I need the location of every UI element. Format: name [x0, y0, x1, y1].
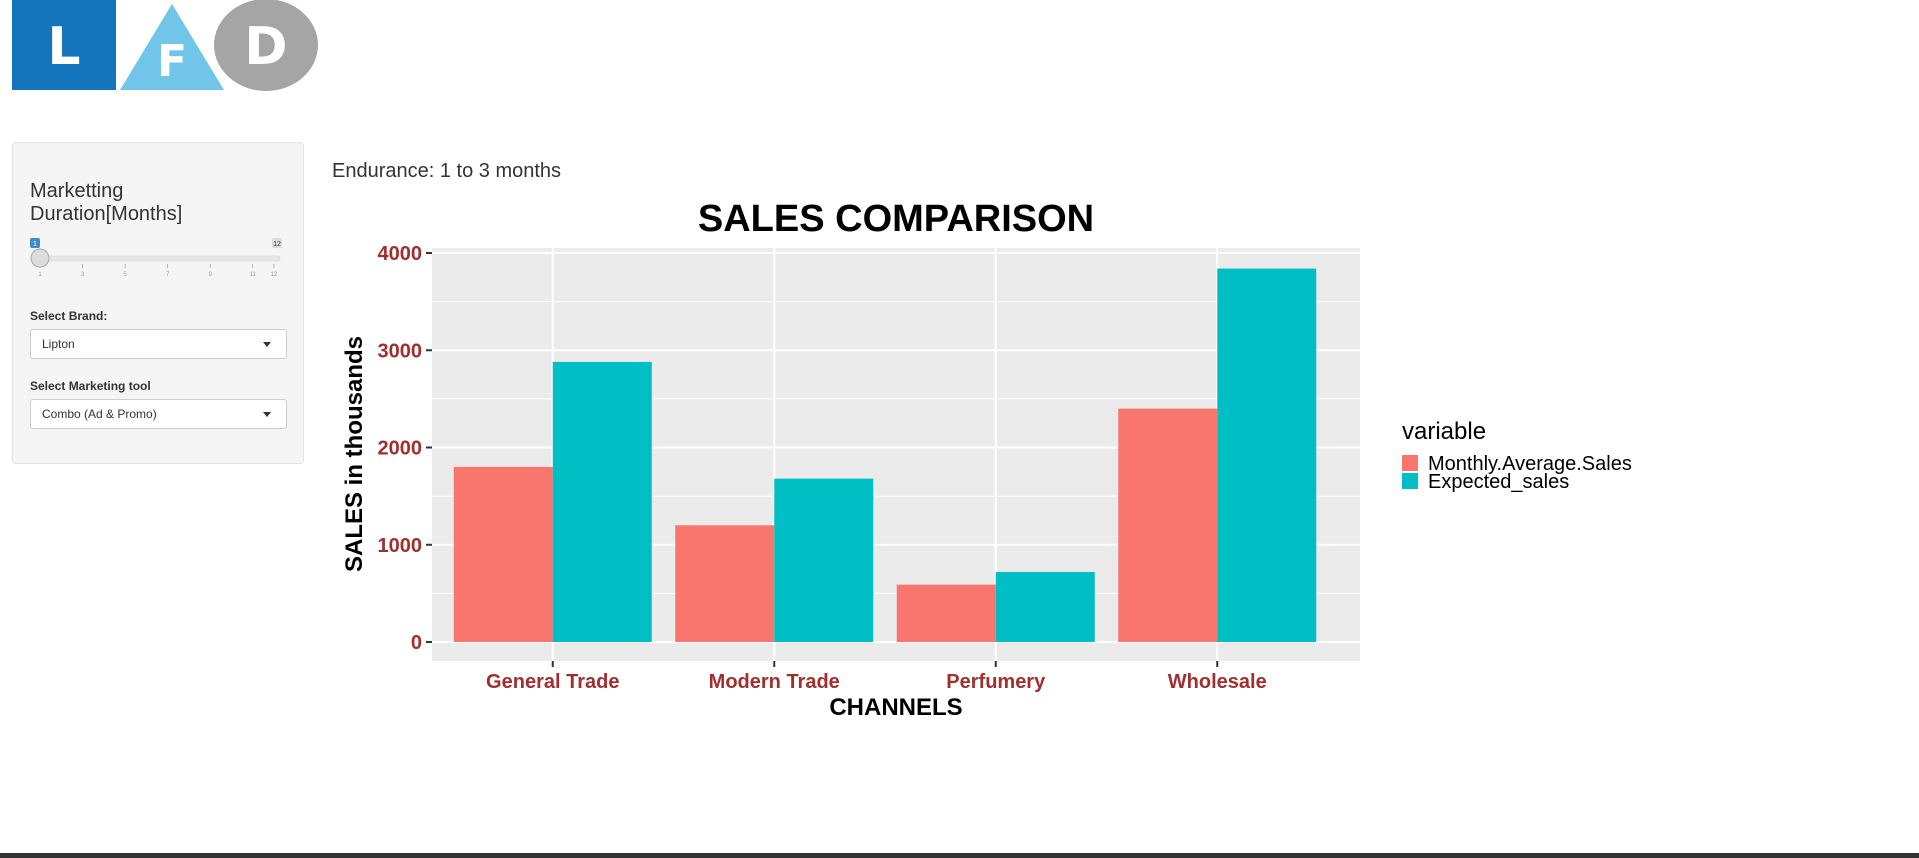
y-tick-label: 0 — [411, 632, 422, 654]
logo-d-circle — [214, 0, 318, 91]
slider-value-label: 1 — [33, 241, 37, 248]
x-tick-label: General Trade — [486, 671, 619, 693]
legend-swatch — [1402, 473, 1418, 489]
duration-slider[interactable]: 1 12 1 3 5 7 9 11 12 — [30, 238, 282, 288]
brand-select-value: Lipton — [42, 337, 75, 351]
slider-max-label: 12 — [273, 241, 281, 248]
slider-tick-label: 9 — [209, 272, 213, 278]
legend-swatch — [1402, 455, 1418, 471]
chart-title: SALES COMPARISON — [698, 198, 1094, 240]
marketing-tool-select-value: Combo (Ad & Promo) — [42, 407, 157, 421]
sidebar-panel: Marketting Duration[Months] 1 12 1 3 5 7 9 11… — [12, 142, 304, 464]
slider-tick-label: 12 — [271, 272, 278, 278]
bar-expected-sales-perfumery — [995, 571, 1095, 642]
slider-tick-label: 7 — [166, 272, 170, 278]
logo-f-triangle — [120, 4, 224, 90]
bar-monthly-average-sales-modern-trade — [675, 525, 775, 642]
bar-monthly-average-sales-perfumery — [896, 584, 996, 642]
bar-expected-sales-general-trade — [552, 361, 652, 642]
slider-max-badge — [272, 238, 282, 248]
brand-select[interactable]: Lipton — [30, 329, 287, 359]
logo-letter-l: L — [47, 17, 80, 77]
x-axis-title: CHANNELS — [829, 694, 962, 721]
sales-comparison-chart: SALES COMPARISON 0 1000 2000 3000 4000 Gener… — [341, 198, 1632, 721]
brand-select-label: Select Brand: — [30, 309, 108, 323]
logo-letter-f: F — [157, 36, 187, 87]
chevron-down-icon — [263, 342, 271, 347]
y-tick-label: 1000 — [378, 535, 423, 557]
marketing-tool-select-label: Select Marketing tool — [30, 379, 151, 393]
legend-label: Monthly.Average.Sales — [1428, 453, 1632, 475]
bar-expected-sales-wholesale — [1217, 268, 1317, 642]
y-axis-title: SALES in thousands — [341, 336, 368, 572]
bar-expected-sales-modern-trade — [774, 478, 874, 642]
slider-tick-label: 1 — [38, 272, 42, 278]
slider-track — [33, 255, 281, 262]
legend-title: variable — [1402, 418, 1486, 445]
slider-tick-label: 5 — [123, 272, 127, 278]
y-tick-label: 3000 — [378, 340, 423, 362]
marketing-tool-select[interactable]: Combo (Ad & Promo) — [30, 399, 287, 429]
bar-monthly-average-sales-general-trade — [453, 466, 553, 642]
legend-label: Expected_sales — [1428, 471, 1569, 493]
lfd-logo: L F D — [12, 0, 318, 91]
slider-min-badge — [30, 238, 40, 248]
logo-l-square — [12, 0, 116, 90]
endurance-text: Endurance: 1 to 3 months — [332, 160, 562, 182]
x-tick-label: Wholesale — [1168, 671, 1267, 693]
bottom-border — [0, 853, 1919, 858]
chevron-down-icon — [263, 412, 271, 417]
y-tick-label: 2000 — [378, 438, 423, 460]
x-tick-label: Perfumery — [946, 671, 1046, 693]
logo-letter-d: D — [244, 17, 287, 77]
x-tick-label: Modern Trade — [709, 671, 840, 693]
bar-monthly-average-sales-wholesale — [1118, 408, 1218, 642]
y-tick-label: 4000 — [378, 243, 423, 265]
duration-slider-label: Marketting Duration[Months] — [30, 180, 183, 225]
slider-tick-label: 11 — [250, 272, 257, 278]
slider-handle[interactable] — [30, 248, 50, 268]
slider-tick-label: 3 — [81, 272, 85, 278]
